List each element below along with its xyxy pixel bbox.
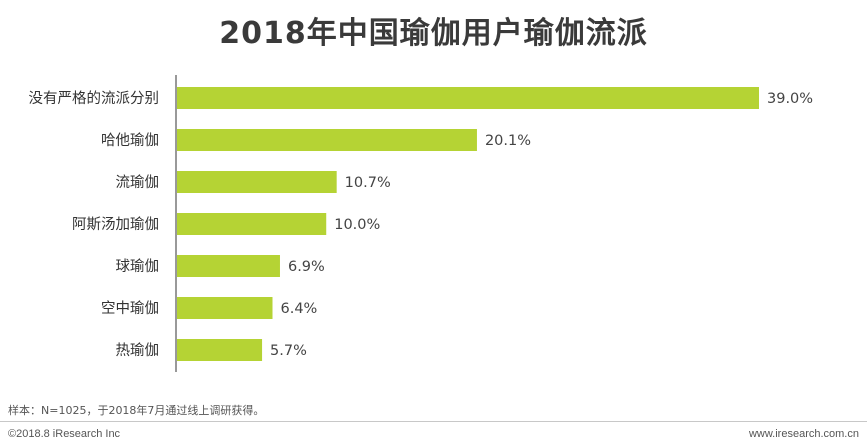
bar-chart: 没有严格的流派分别 39.0% 哈他瑜伽 20.1% 流瑜伽 10.7% 阿斯汤加瑜伽 10.… xyxy=(29,75,813,372)
chart-title: 2018年中国瑜伽用户瑜伽流派 xyxy=(219,16,648,51)
category-label: 热瑜伽 xyxy=(116,342,160,359)
data-label: 39.0% xyxy=(767,91,813,107)
bar xyxy=(177,171,337,193)
bar xyxy=(177,129,477,151)
data-label: 6.9% xyxy=(288,259,325,275)
bar xyxy=(177,213,327,235)
bar xyxy=(177,87,759,109)
data-label: 10.0% xyxy=(334,217,380,233)
footer-divider xyxy=(0,421,867,422)
category-label: 球瑜伽 xyxy=(116,258,160,275)
data-label: 10.7% xyxy=(345,175,391,191)
category-label: 没有严格的流派分别 xyxy=(29,90,160,107)
category-label: 哈他瑜伽 xyxy=(101,132,159,149)
category-label: 空中瑜伽 xyxy=(101,300,159,317)
bar xyxy=(177,339,263,361)
data-label: 6.4% xyxy=(281,301,318,317)
data-label: 5.7% xyxy=(270,343,307,359)
category-label: 阿斯汤加瑜伽 xyxy=(72,216,159,233)
category-label: 流瑜伽 xyxy=(116,174,160,191)
bar xyxy=(177,255,280,277)
sample-note: 样本：N=1025，于2018年7月通过线上调研获得。 xyxy=(8,404,265,417)
data-label: 20.1% xyxy=(485,133,531,149)
copyright-text: ©2018.8 iResearch Inc xyxy=(8,428,121,440)
website-link[interactable]: www.iresearch.com.cn xyxy=(748,428,859,440)
bar xyxy=(177,297,273,319)
